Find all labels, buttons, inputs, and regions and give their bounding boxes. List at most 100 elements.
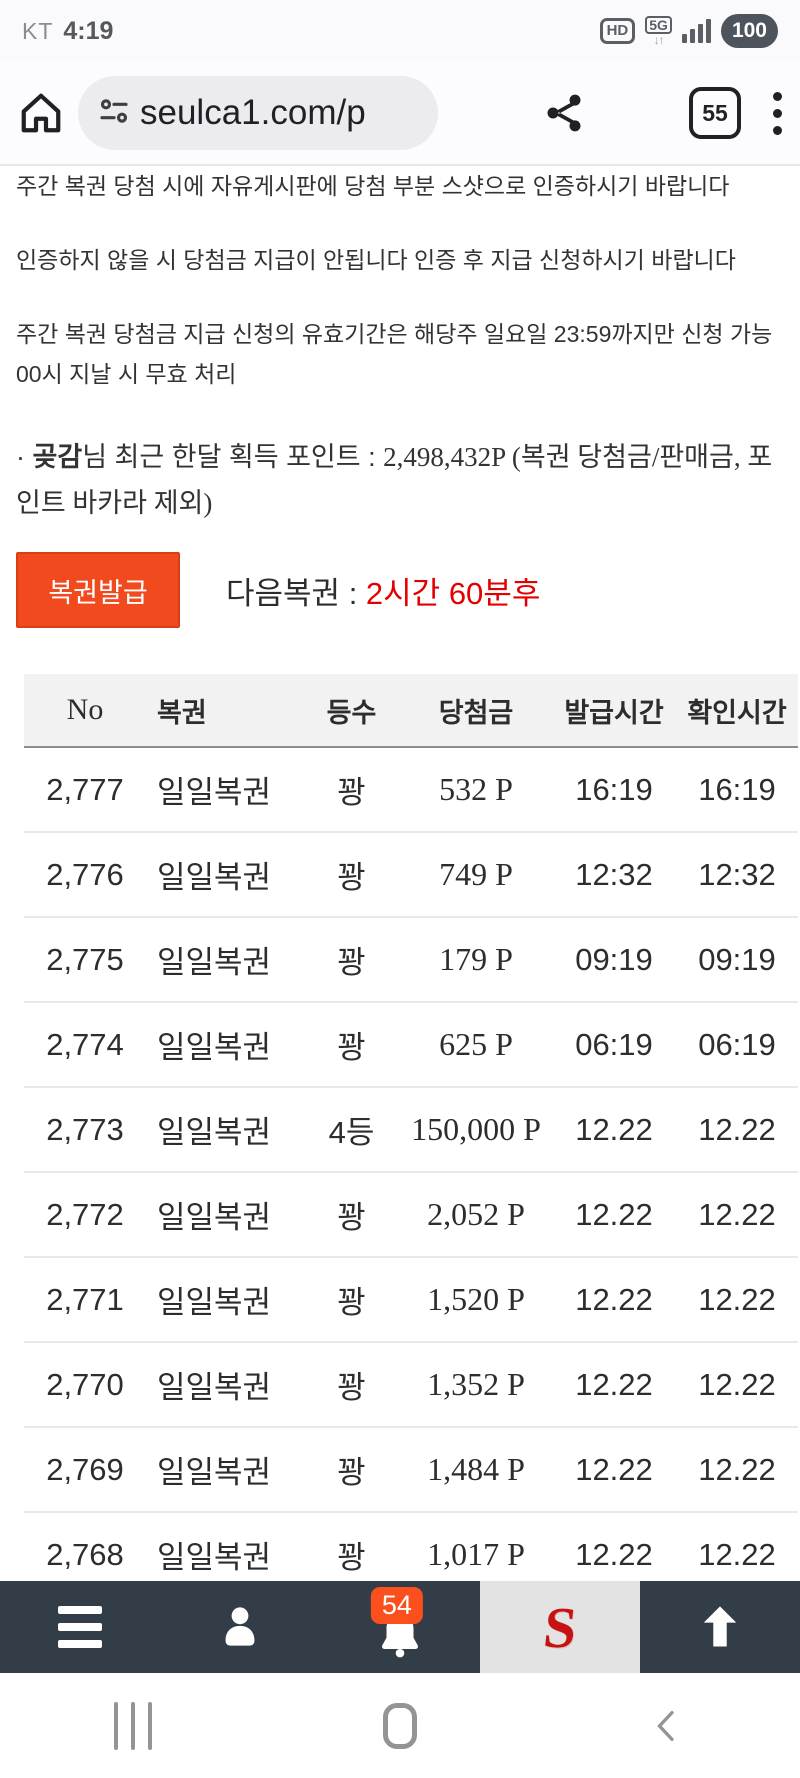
- points-note: (복권 당첨금/판매금, 포인트 바카라 제외): [16, 442, 773, 518]
- home-button[interactable]: [267, 1702, 534, 1749]
- home-icon[interactable]: [18, 90, 64, 136]
- cell-prize: 625 P: [400, 1002, 552, 1088]
- cell-no: 2,777: [24, 747, 146, 833]
- cell-checked-time: 12.22: [676, 1342, 798, 1428]
- status-bar: KT 4:19 HD 5G ↓↑ 100: [0, 0, 800, 62]
- cell-rank: 4등: [303, 1087, 400, 1173]
- site-bottom-bar: 54 S: [0, 1581, 800, 1673]
- cell-rank: 꽝: [303, 1002, 400, 1088]
- points-value: 2,498,432P: [383, 442, 506, 472]
- cell-checked-time: 12:32: [676, 832, 798, 918]
- table-row[interactable]: 2,776 일일복권 꽝 749 P 12:32 12:32: [24, 832, 798, 918]
- arrow-up-icon: [703, 1606, 737, 1647]
- cell-lottery-type: 일일복권: [146, 1087, 303, 1173]
- column-header: 등수: [303, 674, 400, 748]
- recents-button[interactable]: [0, 1701, 267, 1750]
- cell-no: 2,773: [24, 1087, 146, 1173]
- next-lottery-timer: 다음복권 : 2시간 60분후: [226, 568, 540, 613]
- cell-no: 2,771: [24, 1257, 146, 1343]
- cell-issued-time: 12.22: [552, 1087, 676, 1173]
- scroll-top-button[interactable]: [640, 1581, 800, 1673]
- person-icon: [225, 1607, 255, 1646]
- cell-no: 2,775: [24, 917, 146, 1003]
- share-icon[interactable]: [542, 91, 586, 135]
- recents-icon: [114, 1701, 153, 1750]
- table-body: 2,777 일일복권 꽝 532 P 16:19 16:19 2,776 일일복…: [24, 747, 798, 1598]
- clock: 4:19: [63, 16, 114, 45]
- cell-prize: 532 P: [400, 747, 552, 833]
- address-bar[interactable]: seulca1.com/p: [78, 76, 438, 150]
- cell-rank: 꽝: [303, 1342, 400, 1428]
- notice-list: 주간 복권 당첨 시에 자유게시판에 당첨 부분 스샷으로 인증하시기 바랍니다…: [16, 166, 784, 394]
- cell-checked-time: 12.22: [676, 1172, 798, 1258]
- menu-kebab-icon[interactable]: [773, 91, 782, 135]
- table-row[interactable]: 2,774 일일복권 꽝 625 P 06:19 06:19: [24, 1002, 798, 1088]
- cell-prize: 2,052 P: [400, 1172, 552, 1258]
- hd-voice-icon: HD: [599, 18, 636, 44]
- profile-button[interactable]: [160, 1581, 320, 1673]
- site-logo-button[interactable]: S: [480, 1581, 640, 1673]
- cell-lottery-type: 일일복권: [146, 1172, 303, 1258]
- cell-lottery-type: 일일복권: [146, 1427, 303, 1513]
- next-lottery-label: 다음복권 :: [226, 575, 366, 611]
- cell-issued-time: 12:32: [552, 832, 676, 918]
- cell-rank: 꽝: [303, 917, 400, 1003]
- user-nickname: 곶감: [32, 442, 83, 472]
- cell-checked-time: 12.22: [676, 1257, 798, 1343]
- url-text[interactable]: seulca1.com/p: [140, 93, 366, 132]
- site-logo: S: [540, 1594, 580, 1660]
- back-button[interactable]: [533, 1702, 800, 1750]
- notification-badge: 54: [370, 1587, 423, 1624]
- notice-text: 주간 복권 당첨 시에 자유게시판에 당첨 부분 스샷으로 인증하시기 바랍니다: [16, 173, 730, 199]
- points-summary: · 곶감님 최근 한달 획득 포인트 : 2,498,432P (복권 당첨금/…: [16, 434, 784, 526]
- table-row[interactable]: 2,775 일일복권 꽝 179 P 09:19 09:19: [24, 917, 798, 1003]
- cell-lottery-type: 일일복권: [146, 1002, 303, 1088]
- cell-prize: 179 P: [400, 917, 552, 1003]
- column-header: 발급시간: [552, 674, 676, 748]
- next-lottery-countdown: 2시간 60분후: [365, 575, 541, 611]
- table-row[interactable]: 2,771 일일복권 꽝 1,520 P 12.22 12.22: [24, 1257, 798, 1343]
- cell-lottery-type: 일일복권: [146, 917, 303, 1003]
- cell-issued-time: 12.22: [552, 1342, 676, 1428]
- cell-checked-time: 12.22: [676, 1427, 798, 1513]
- table-row[interactable]: 2,770 일일복권 꽝 1,352 P 12.22 12.22: [24, 1342, 798, 1428]
- table-row[interactable]: 2,777 일일복권 꽝 532 P 16:19 16:19: [24, 747, 798, 833]
- cell-issued-time: 12.22: [552, 1172, 676, 1258]
- cell-checked-time: 16:19: [676, 747, 798, 833]
- table-row[interactable]: 2,769 일일복권 꽝 1,484 P 12.22 12.22: [24, 1427, 798, 1513]
- cell-no: 2,770: [24, 1342, 146, 1428]
- column-header: 당첨금: [400, 674, 552, 748]
- menu-button[interactable]: [0, 1581, 160, 1673]
- tab-count-button[interactable]: 55: [689, 87, 741, 139]
- cell-issued-time: 12.22: [552, 1427, 676, 1513]
- cell-lottery-type: 일일복권: [146, 747, 303, 833]
- cell-no: 2,774: [24, 1002, 146, 1088]
- cell-rank: 꽝: [303, 1257, 400, 1343]
- column-header: 확인시간: [676, 674, 798, 748]
- notifications-button[interactable]: 54: [320, 1581, 480, 1673]
- cell-lottery-type: 일일복권: [146, 1257, 303, 1343]
- page-controls-icon[interactable]: [98, 95, 130, 132]
- home-pill-icon: [383, 1702, 417, 1749]
- carrier-label: KT: [22, 17, 54, 44]
- signal-bars-icon: [681, 19, 711, 43]
- cell-issued-time: 06:19: [552, 1002, 676, 1088]
- points-label: 님 최근 한달 획득 포인트 :: [82, 442, 384, 472]
- lottery-history-table: No 복권 등수 당첨금 발급시간 확인시간 2,777 일일복권 꽝 532 P 16:…: [24, 674, 798, 1598]
- table-row[interactable]: 2,772 일일복권 꽝 2,052 P 12.22 12.22: [24, 1172, 798, 1258]
- browser-toolbar: seulca1.com/p 55: [0, 62, 800, 166]
- cell-rank: 꽝: [303, 747, 400, 833]
- cell-no: 2,769: [24, 1427, 146, 1513]
- column-header: No: [24, 674, 146, 748]
- cell-rank: 꽝: [303, 1172, 400, 1258]
- battery-indicator: 100: [720, 14, 778, 48]
- cell-no: 2,772: [24, 1172, 146, 1258]
- table-row[interactable]: 2,773 일일복권 4등 150,000 P 12.22 12.22: [24, 1087, 798, 1173]
- cell-checked-time: 09:19: [676, 917, 798, 1003]
- notice-text: 주간 복권 당첨금 지급 신청의 유효기간은 해당주 일요일 23:59까지만 …: [16, 321, 773, 387]
- cell-prize: 1,484 P: [400, 1427, 552, 1513]
- hamburger-icon: [58, 1606, 102, 1648]
- cell-checked-time: 12.22: [676, 1087, 798, 1173]
- issue-lottery-button[interactable]: 복권발급: [16, 552, 180, 628]
